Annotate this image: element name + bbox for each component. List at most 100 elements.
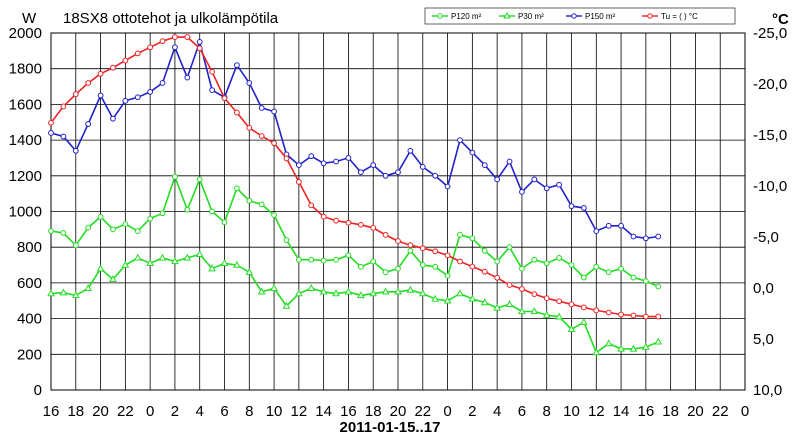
data-point [542,310,551,318]
data-point [246,80,253,86]
data-point [71,291,80,299]
data-point [159,38,166,45]
y-right-tick-label: 0,0 [753,280,774,297]
data-point [319,287,328,295]
legend-label: Tu = ( ) °C [661,12,698,21]
data-point [48,130,54,136]
data-point [184,34,191,40]
data-point [332,289,340,297]
y-left-tick-label: 200 [17,346,42,363]
data-point [59,288,68,296]
data-point [97,213,104,220]
x-tick-label: 10 [266,403,283,420]
data-point [592,348,601,356]
data-point [457,231,463,238]
data-point [505,300,514,308]
data-point [630,312,637,319]
data-point [556,181,563,188]
data-point [72,147,79,154]
data-point [618,311,624,318]
data-point [85,121,92,127]
data-point [344,287,353,295]
data-point [295,179,302,185]
data-point [617,344,625,352]
data-point [568,203,575,210]
data-point [172,34,178,40]
data-point [345,155,352,161]
data-point [531,176,538,183]
data-point [642,342,650,350]
data-point [556,298,563,305]
data-point [555,312,563,320]
x-tick-label: 6 [518,403,526,420]
data-point [605,309,612,316]
data-point [618,222,624,229]
x-tick-label: 0 [443,403,451,420]
data-point [258,201,265,208]
data-point [382,269,389,276]
x-tick-label: 22 [712,403,729,420]
data-point [196,176,203,183]
y-left-tick-label: 1800 [9,61,42,78]
data-point [630,274,637,281]
data-point [110,64,116,71]
data-point [257,287,266,295]
data-point [406,285,415,293]
data-point [370,224,377,231]
data-point [431,294,440,302]
data-point [172,173,178,180]
data-point [184,74,191,81]
data-point [655,313,662,320]
data-point [48,119,54,126]
data-point [518,307,526,315]
data-point [109,275,117,283]
data-point [506,282,513,288]
data-point [97,92,104,99]
left-axis-unit: W [22,10,37,27]
data-point [357,263,364,270]
data-point [60,230,67,236]
data-point [221,95,228,102]
x-tick-label: 18 [662,403,679,420]
data-point [593,263,600,270]
data-point [271,212,277,218]
data-point [494,274,501,281]
x-tick-label: 20 [390,403,407,420]
data-point [308,202,315,209]
y-left-tick-label: 400 [17,311,42,328]
data-point [133,253,142,261]
data-point [494,176,501,183]
y-right-tick-label: 5,0 [753,331,774,348]
data-point [567,325,576,333]
data-point [233,62,240,69]
data-point [147,215,154,222]
y-left-tick-label: 1600 [9,96,42,113]
data-point [196,45,203,52]
chart-title: 18SX8 ottotehot ja ulkolämpötila [63,10,279,27]
data-point [85,80,92,86]
data-point [209,87,216,94]
data-point [580,274,587,281]
data-point [618,265,624,272]
data-point [84,284,93,291]
x-tick-label: 16 [638,403,655,420]
data-point [531,256,538,263]
data-point [481,247,488,254]
data-point [519,265,525,272]
data-point [493,303,501,311]
data-point [531,291,538,298]
data-point [271,108,277,115]
x-tick-label: 16 [43,403,60,420]
y-left-tick-label: 2000 [9,25,42,42]
x-tick-label: 14 [315,403,332,420]
y-right-tick-label: -25,0 [753,25,787,42]
legend-swatch-marker [571,13,577,19]
data-point [333,217,339,224]
data-point [506,158,513,165]
data-point [183,253,192,261]
x-tick-label: 20 [92,403,109,420]
data-point [395,238,401,244]
data-point [271,140,277,147]
data-point [382,232,389,238]
data-point [630,233,637,240]
